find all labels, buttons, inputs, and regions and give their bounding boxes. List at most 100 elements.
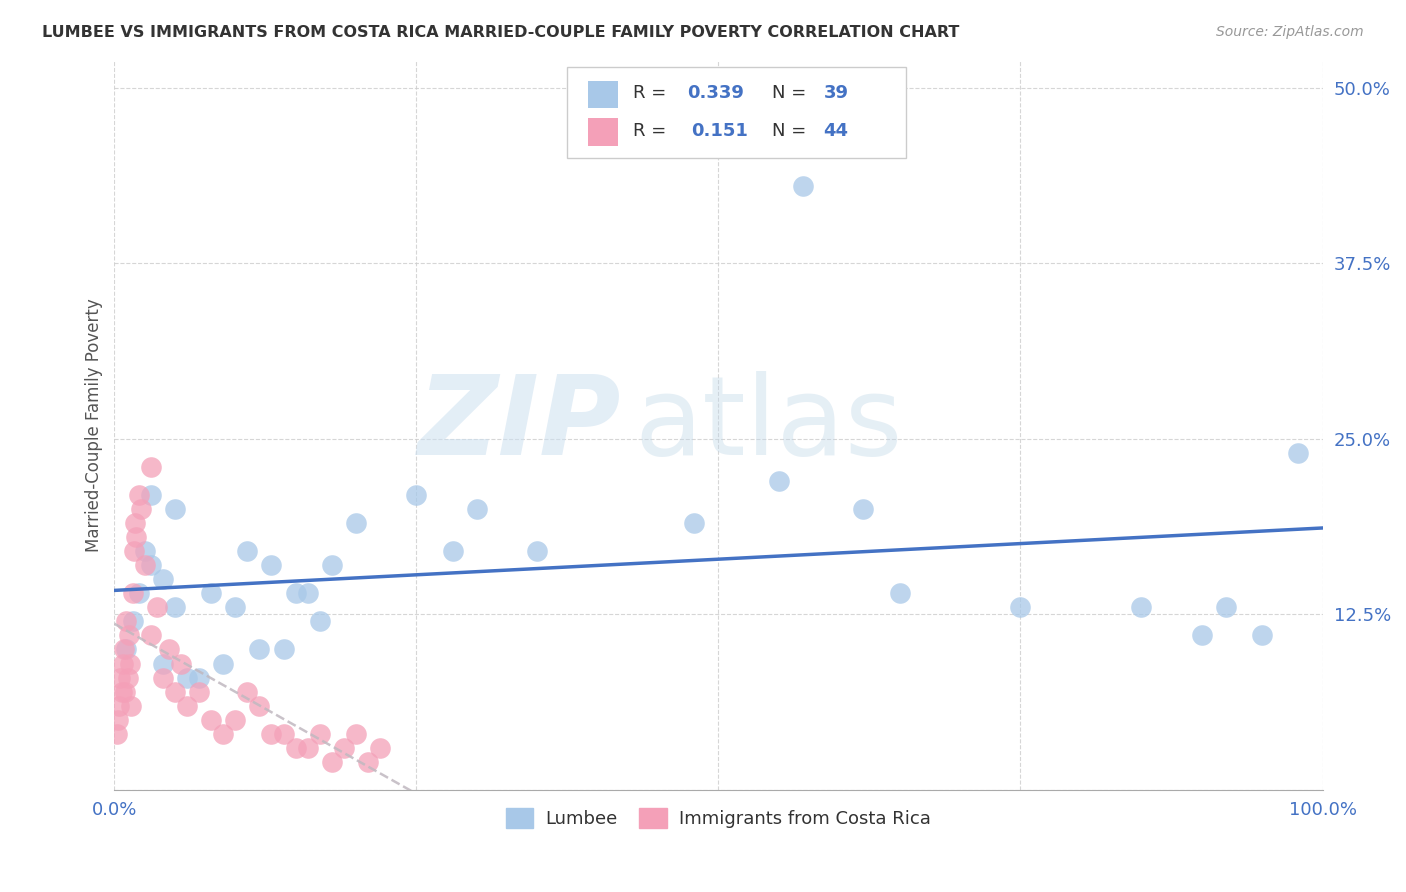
- Point: [128, 488, 150, 502]
- Text: 44: 44: [824, 122, 849, 140]
- Point: [107, 713, 129, 727]
- Point: [188, 671, 211, 685]
- Y-axis label: Married-Couple Family Poverty: Married-Couple Family Poverty: [86, 298, 103, 551]
- Point: [124, 516, 146, 530]
- Point: [792, 179, 814, 194]
- Point: [128, 586, 150, 600]
- Point: [321, 558, 343, 573]
- Point: [212, 657, 235, 671]
- Text: R =: R =: [633, 122, 678, 140]
- Point: [212, 727, 235, 741]
- FancyBboxPatch shape: [568, 67, 905, 158]
- Point: [284, 740, 307, 755]
- FancyBboxPatch shape: [588, 119, 619, 146]
- Point: [247, 698, 270, 713]
- Point: [889, 586, 911, 600]
- Point: [188, 684, 211, 698]
- Point: [333, 740, 356, 755]
- Point: [111, 684, 134, 698]
- Point: [357, 755, 380, 769]
- Point: [152, 671, 174, 685]
- Point: [1130, 600, 1153, 615]
- Point: [1215, 600, 1237, 615]
- Point: [108, 698, 131, 713]
- Point: [120, 657, 142, 671]
- Point: [134, 558, 156, 573]
- Point: [260, 727, 283, 741]
- Text: 0.151: 0.151: [690, 122, 748, 140]
- Point: [284, 586, 307, 600]
- Point: [163, 502, 186, 516]
- Point: [134, 544, 156, 558]
- Point: [1251, 628, 1274, 642]
- Point: [139, 628, 162, 642]
- Point: [273, 727, 295, 741]
- Point: [236, 684, 259, 698]
- Point: [117, 671, 139, 685]
- Text: N =: N =: [772, 84, 811, 103]
- Point: [308, 727, 330, 741]
- Point: [224, 713, 246, 727]
- Point: [170, 657, 193, 671]
- Text: ZIP: ZIP: [419, 371, 621, 478]
- Point: [1191, 628, 1213, 642]
- Point: [441, 544, 464, 558]
- Point: [118, 628, 141, 642]
- Point: [1010, 600, 1032, 615]
- Point: [115, 642, 138, 657]
- Point: [405, 488, 427, 502]
- Point: [297, 586, 319, 600]
- Point: [273, 642, 295, 657]
- Text: LUMBEE VS IMMIGRANTS FROM COSTA RICA MARRIED-COUPLE FAMILY POVERTY CORRELATION C: LUMBEE VS IMMIGRANTS FROM COSTA RICA MAR…: [42, 25, 959, 40]
- Point: [176, 698, 198, 713]
- Point: [344, 727, 367, 741]
- Point: [200, 586, 222, 600]
- Point: [852, 502, 875, 516]
- Point: [112, 642, 135, 657]
- Point: [260, 558, 283, 573]
- Point: [129, 502, 152, 516]
- Point: [344, 516, 367, 530]
- Point: [176, 671, 198, 685]
- Point: [105, 727, 128, 741]
- Point: [297, 740, 319, 755]
- Point: [236, 544, 259, 558]
- Point: [120, 698, 142, 713]
- Point: [114, 684, 136, 698]
- Text: R =: R =: [633, 84, 672, 103]
- Point: [110, 671, 132, 685]
- Point: [122, 544, 145, 558]
- Point: [465, 502, 488, 516]
- Point: [200, 713, 222, 727]
- Point: [145, 600, 167, 615]
- Point: [321, 755, 343, 769]
- Point: [139, 488, 162, 502]
- Text: Source: ZipAtlas.com: Source: ZipAtlas.com: [1216, 25, 1364, 39]
- FancyBboxPatch shape: [588, 80, 619, 108]
- Point: [308, 615, 330, 629]
- Point: [368, 740, 391, 755]
- Text: atlas: atlas: [634, 371, 903, 478]
- Text: N =: N =: [772, 122, 811, 140]
- Point: [224, 600, 246, 615]
- Point: [526, 544, 548, 558]
- Point: [152, 572, 174, 586]
- Point: [125, 530, 148, 544]
- Point: [163, 600, 186, 615]
- Point: [768, 474, 790, 488]
- Point: [152, 657, 174, 671]
- Point: [163, 684, 186, 698]
- Point: [1286, 446, 1309, 460]
- Text: 0.339: 0.339: [688, 84, 744, 103]
- Point: [111, 657, 134, 671]
- Point: [121, 615, 143, 629]
- Point: [157, 642, 180, 657]
- Point: [247, 642, 270, 657]
- Point: [683, 516, 706, 530]
- Point: [121, 586, 143, 600]
- Point: [139, 459, 162, 474]
- Point: [115, 615, 138, 629]
- Legend: Lumbee, Immigrants from Costa Rica: Lumbee, Immigrants from Costa Rica: [499, 800, 938, 836]
- Text: 39: 39: [824, 84, 849, 103]
- Point: [139, 558, 162, 573]
